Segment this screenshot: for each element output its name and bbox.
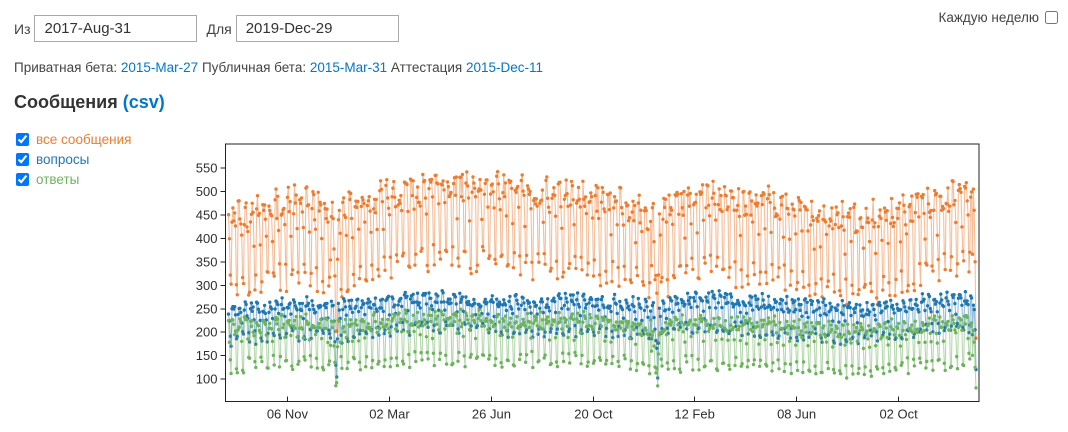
- y-axis-tick-label: 500: [196, 184, 218, 199]
- series-0: [226, 170, 978, 345]
- legend-label-2: ответы: [36, 171, 80, 187]
- graduation-label: Аттестация: [390, 60, 463, 75]
- date-range-controls: Из Для: [14, 15, 399, 42]
- graduation-date-link[interactable]: 2015-Dec-11: [466, 60, 544, 75]
- legend-item-1: вопросы: [16, 149, 131, 169]
- y-axis-tick-label: 550: [196, 160, 218, 175]
- x-axis-tick-label: 08 Jun: [777, 407, 816, 422]
- weekly-checkbox[interactable]: [1045, 11, 1058, 24]
- to-label: Для: [206, 20, 232, 37]
- x-axis-tick-label: 26 Jun: [472, 407, 511, 422]
- csv-link[interactable]: (csv): [122, 92, 165, 112]
- legend-label-1: вопросы: [36, 151, 90, 167]
- to-date-input[interactable]: [235, 15, 399, 42]
- messages-chart-svg: 100 150 200 250 300 350 400 450 500 550 06 Nov 02 M…: [196, 143, 980, 422]
- x-axis-tick-label: 12 Feb: [674, 407, 714, 422]
- from-date-input[interactable]: [34, 15, 198, 42]
- public-beta-date-link[interactable]: 2015-Mar-31: [309, 60, 388, 75]
- legend: все сообщения вопросы ответы: [16, 129, 131, 189]
- private-beta-label: Приватная бета:: [14, 60, 118, 75]
- messages-chart: 100 150 200 250 300 350 400 450 500 550 06 Nov 02 M…: [185, 138, 1065, 430]
- series-2: [226, 307, 978, 390]
- from-label: Из: [14, 20, 31, 37]
- legend-item-0: все сообщения: [16, 129, 131, 149]
- x-axis-tick-label: 02 Mar: [369, 407, 410, 422]
- y-axis-tick-label: 450: [196, 207, 218, 222]
- y-axis-tick-label: 350: [196, 254, 218, 269]
- y-axis-tick-label: 300: [196, 278, 218, 293]
- section-title: Сообщения (csv): [14, 92, 165, 113]
- legend-label-0: все сообщения: [36, 131, 132, 147]
- axes: 100 150 200 250 300 350 400 450 500 550 06 Nov 02 M…: [196, 143, 980, 422]
- milestones-line: Приватная бета: 2015-Mar-27 Публичная бе…: [14, 60, 543, 75]
- y-axis-tick-label: 200: [196, 325, 218, 340]
- y-axis-tick-label: 100: [196, 372, 218, 387]
- y-axis-tick-label: 250: [196, 301, 218, 316]
- x-axis-tick-label: 06 Nov: [267, 407, 309, 422]
- section-title-text: Сообщения: [14, 92, 118, 112]
- y-axis-tick-label: 150: [196, 348, 218, 363]
- legend-checkbox-2[interactable]: [16, 172, 29, 186]
- legend-checkbox-1[interactable]: [16, 152, 29, 166]
- x-axis-tick-label: 02 Oct: [879, 407, 918, 422]
- x-axis-tick-label: 20 Oct: [574, 407, 613, 422]
- legend-checkbox-0[interactable]: [16, 132, 29, 146]
- private-beta-date-link[interactable]: 2015-Mar-27: [120, 60, 199, 75]
- y-axis-tick-label: 400: [196, 231, 218, 246]
- weekly-label: Каждую неделю: [938, 10, 1039, 25]
- public-beta-label: Публичная бета:: [201, 60, 307, 75]
- weekly-toggle: Каждую неделю: [938, 10, 1058, 25]
- legend-item-2: ответы: [16, 169, 131, 189]
